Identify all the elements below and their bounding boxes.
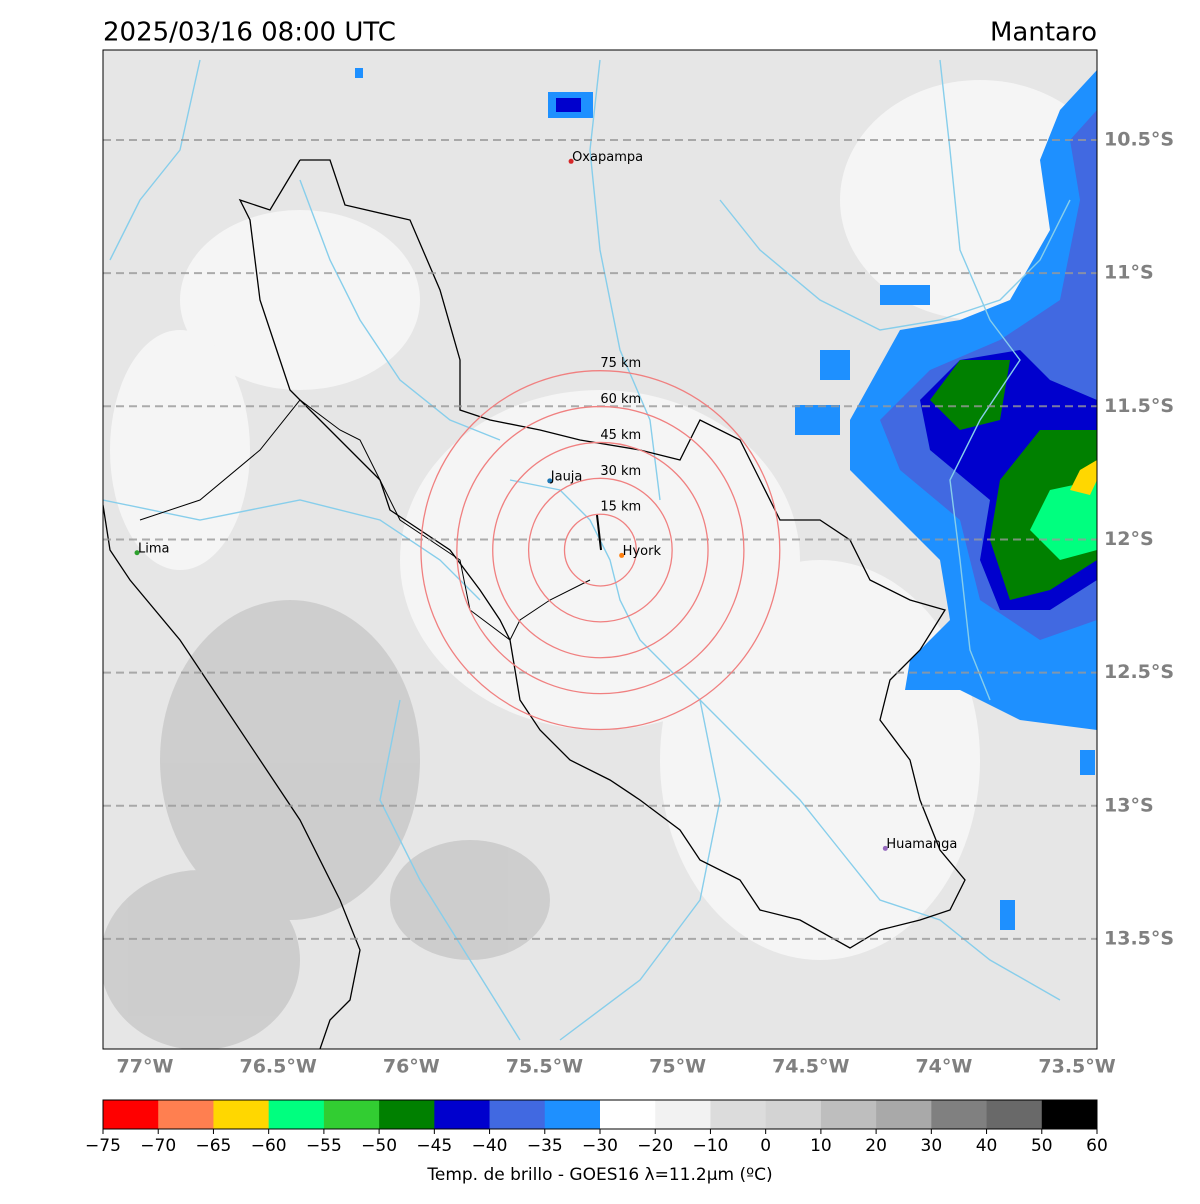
city-marker xyxy=(568,158,574,164)
colorbar-segment xyxy=(103,1100,159,1129)
map-frame xyxy=(102,49,1098,1050)
city-marker xyxy=(134,550,140,556)
region: Mantaro xyxy=(990,18,1097,48)
colorbar-segment xyxy=(489,1100,546,1129)
lon-label: 74°W xyxy=(915,1056,972,1078)
colorbar-tick-label: −10 xyxy=(692,1136,728,1156)
colorbar-tick-label: 20 xyxy=(865,1136,887,1156)
lon-label: 74.5°W xyxy=(772,1056,849,1078)
basin-outlet xyxy=(596,514,602,551)
colorbar-segment xyxy=(986,1100,1043,1129)
colorbar-tick-label: −40 xyxy=(472,1136,508,1156)
lat-label: 11.5°S xyxy=(1104,395,1174,417)
city-label: Huamanga xyxy=(886,837,957,852)
colorbar-tick-label: −55 xyxy=(306,1136,342,1156)
city-label: Jauja xyxy=(550,469,583,484)
cloud-tops xyxy=(355,68,1097,930)
cool-areas xyxy=(103,600,550,1049)
city-marker xyxy=(619,552,625,558)
basin-outline xyxy=(238,159,966,949)
lat-label: 11°S xyxy=(1104,262,1154,284)
colorbar-tick-label: −35 xyxy=(527,1136,563,1156)
rings: 15 km 30 km 45 km 60 km 75 km xyxy=(420,356,781,731)
bright-areas xyxy=(110,80,1097,960)
city-label: Hyork xyxy=(623,544,662,559)
colorbar-tick-label: 60 xyxy=(1086,1136,1108,1156)
city-marker xyxy=(547,478,553,484)
city-marker xyxy=(882,845,888,851)
city-label: Oxapampa xyxy=(572,150,643,165)
colorbar-tick-label: 40 xyxy=(976,1136,998,1156)
colorbar-tick-label: 30 xyxy=(921,1136,943,1156)
colorbar-segment xyxy=(434,1100,491,1129)
coastline xyxy=(103,504,361,1049)
colorbar-segment xyxy=(323,1100,380,1129)
range-ring-label: 60 km xyxy=(600,392,641,407)
colorbar-segment xyxy=(820,1100,877,1129)
colorbar-tick-label: 10 xyxy=(810,1136,832,1156)
colorbar-segment xyxy=(544,1100,601,1129)
colorbar-tick-label: −30 xyxy=(582,1136,618,1156)
colorbar-tick-label: −45 xyxy=(416,1136,452,1156)
colorbar-segment xyxy=(710,1100,767,1129)
lat-label: 12.5°S xyxy=(1104,661,1174,683)
colorbar-segment xyxy=(268,1100,325,1129)
title: 2025/03/16 08:00 UTC xyxy=(103,18,396,48)
colorbar-segment xyxy=(765,1100,822,1129)
colorbar-segment xyxy=(158,1100,214,1129)
range-ring xyxy=(420,370,781,731)
cities: Oxapampa Jauja Lima Hyork Huamanga xyxy=(134,150,957,852)
colorbar-segment xyxy=(931,1100,988,1129)
colorbar-segment xyxy=(213,1100,270,1129)
colorbar-tick-label: 50 xyxy=(1031,1136,1053,1156)
colorbar-label: Temp. de brillo - GOES16 λ=11.2μm (ºC) xyxy=(426,1165,772,1185)
range-ring-label: 15 km xyxy=(600,500,641,515)
colorbar-tick-label: −20 xyxy=(637,1136,673,1156)
lon-label: 73.5°W xyxy=(1038,1056,1115,1078)
range-ring-label: 45 km xyxy=(600,428,641,443)
range-ring xyxy=(492,441,709,659)
range-ring-label: 75 km xyxy=(600,356,641,371)
range-ring xyxy=(456,405,745,695)
colorbar-segment xyxy=(655,1100,711,1129)
colorbar-tick-label: −60 xyxy=(251,1136,287,1156)
axis-labels: 10.5°S 11°S 11.5°S 12°S 12.5°S 13°S 13.5°S 77°W… xyxy=(117,129,1175,1078)
colorbar-tick-label: −50 xyxy=(361,1136,397,1156)
map-area: 15 km 30 km 45 km 60 km 75 km Oxapampa Jauja L… xyxy=(103,50,1097,1049)
colorbar-tick-label: −70 xyxy=(140,1136,176,1156)
colorbar-segment xyxy=(379,1100,435,1129)
rivers xyxy=(103,59,1071,1041)
range-ring xyxy=(563,513,637,587)
lat-label: 13°S xyxy=(1104,794,1154,816)
lat-label: 12°S xyxy=(1104,528,1154,550)
lat-label: 10.5°S xyxy=(1104,129,1174,151)
lat-label: 13.5°S xyxy=(1104,927,1174,949)
colorbar-segment xyxy=(876,1100,932,1129)
colorbar-tick-label: −75 xyxy=(85,1136,121,1156)
colorbar-tick-label: −65 xyxy=(195,1136,231,1156)
sub-basin xyxy=(139,399,591,641)
colorbar: −75 −70 −65 −60 −55 −50 −45 −40 −35 −30 −20 −10 0 10 2… xyxy=(85,1099,1108,1156)
lon-label: 76°W xyxy=(383,1056,440,1078)
range-ring-label: 30 km xyxy=(600,464,641,479)
colorbar-tick-label: 0 xyxy=(760,1136,771,1156)
lon-label: 77°W xyxy=(117,1056,174,1078)
city-label: Lima xyxy=(138,541,169,556)
colorbar-segment xyxy=(1041,1100,1098,1129)
lon-label: 76.5°W xyxy=(239,1056,316,1078)
lon-label: 75.5°W xyxy=(506,1056,583,1078)
colorbar-segment xyxy=(600,1100,656,1129)
lon-label: 75°W xyxy=(649,1056,706,1078)
range-ring xyxy=(527,477,673,623)
